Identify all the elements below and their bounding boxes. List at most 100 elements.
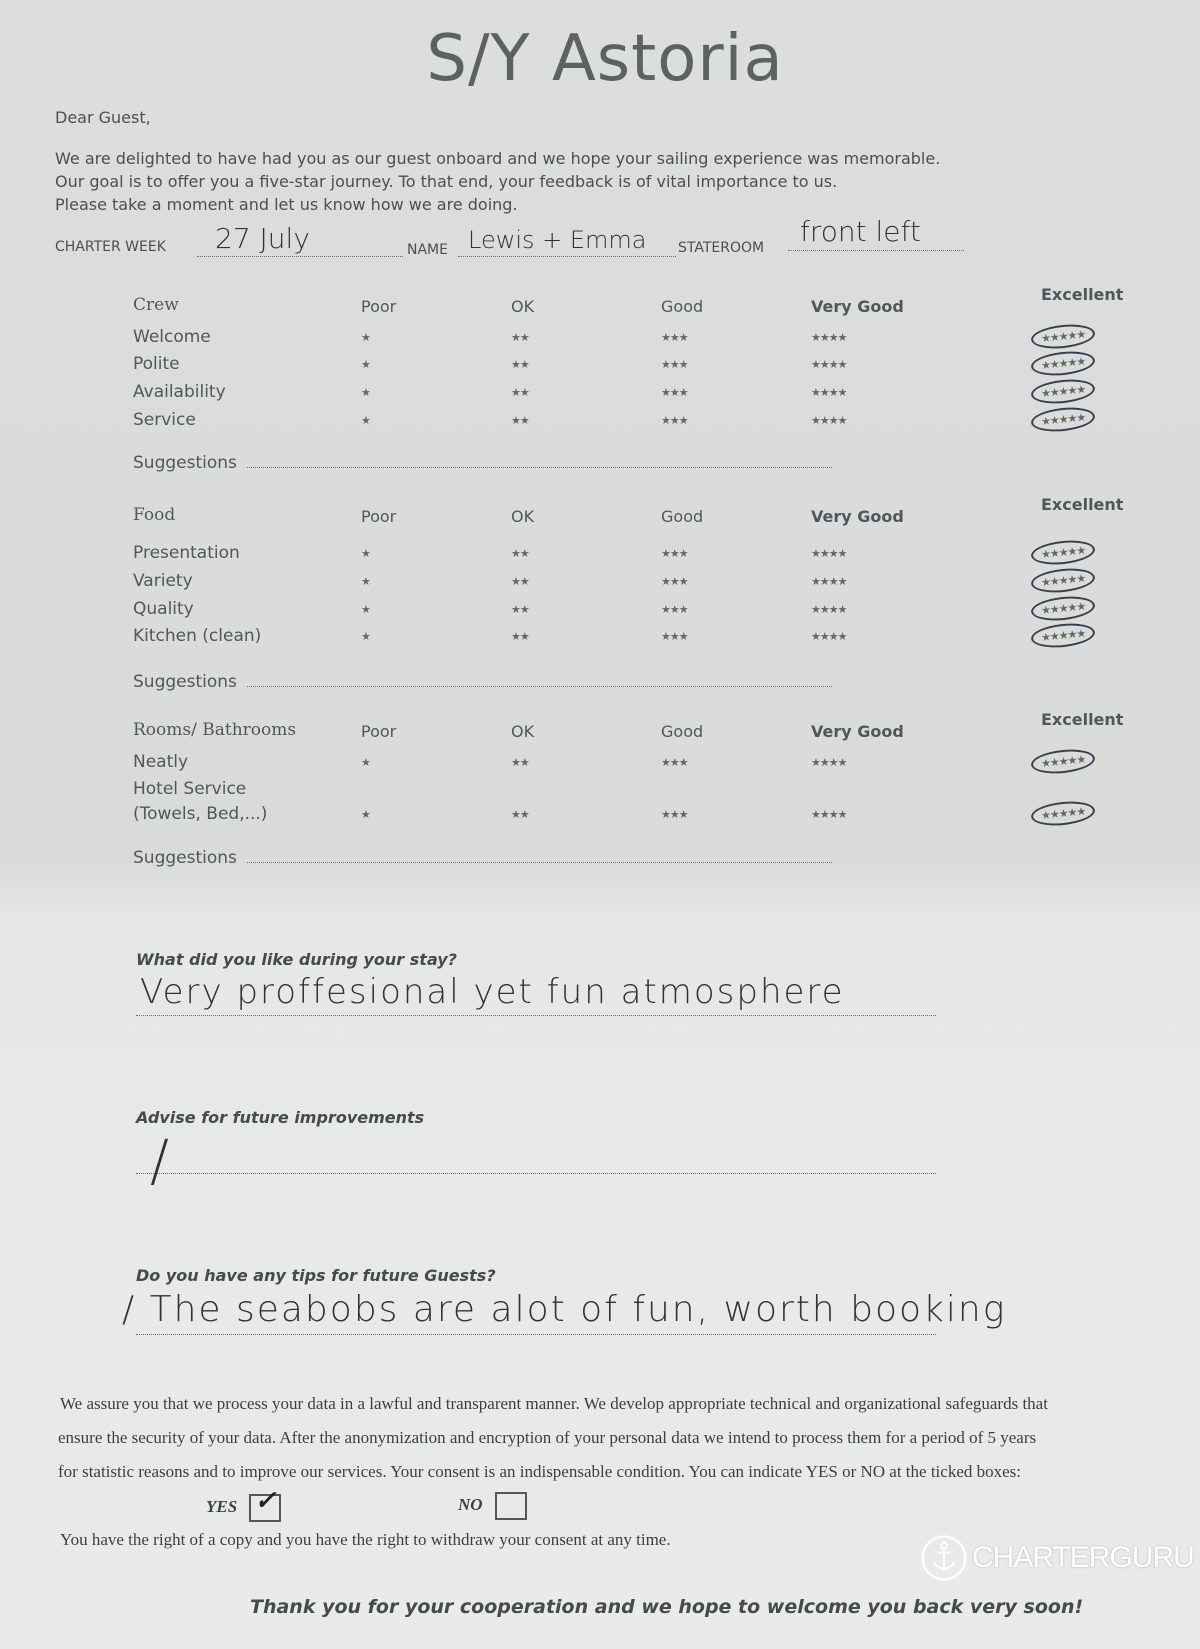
no-label: NO: [458, 1494, 483, 1514]
rating-option[interactable]: ★★★: [661, 415, 689, 427]
stateroom-label: STATEROOM: [678, 240, 765, 256]
rating-option[interactable]: ★★★★: [811, 332, 847, 344]
rating-option-selected[interactable]: ★★★★★: [1029, 620, 1097, 651]
rating-option-selected[interactable]: ★★★★★: [1029, 746, 1097, 777]
rating-option[interactable]: ★★★★: [811, 576, 847, 588]
column-header-poor: Poor: [361, 722, 397, 741]
rating-option[interactable]: ★★: [511, 387, 530, 399]
rating-option[interactable]: ★: [361, 631, 371, 643]
rating-option[interactable]: ★★★: [661, 548, 689, 560]
rating-option[interactable]: ★: [361, 757, 371, 769]
column-header-very-good: Very Good: [811, 722, 904, 741]
rating-option[interactable]: ★★★: [661, 809, 689, 821]
rating-option[interactable]: ★: [361, 548, 371, 560]
consent-yes[interactable]: YES ✓: [206, 1486, 282, 1522]
consent-no[interactable]: NO: [458, 1492, 527, 1520]
charter-week-line: [197, 256, 403, 257]
answer-line: [136, 1173, 936, 1174]
yes-checkbox[interactable]: ✓: [249, 1486, 282, 1522]
suggestions-field[interactable]: [247, 862, 832, 863]
rating-item-label: (Towels, Bed,...): [133, 804, 268, 824]
rating-item-label: Service: [133, 410, 196, 430]
name-line: [458, 256, 676, 257]
rating-option-selected[interactable]: ★★★★★: [1029, 565, 1097, 596]
name-value[interactable]: Lewis + Emma: [468, 226, 647, 254]
column-header-ok: OK: [511, 722, 535, 741]
rating-option[interactable]: ★★: [511, 576, 530, 588]
rating-option[interactable]: ★: [361, 332, 371, 344]
column-header-very-good: Very Good: [811, 297, 904, 316]
rating-option[interactable]: ★★★★: [811, 809, 847, 821]
answer-text[interactable]: Very proffesional yet fun atmosphere: [140, 972, 845, 1012]
rating-option-selected[interactable]: ★★★★★: [1029, 593, 1097, 624]
rating-item-label: Neatly: [133, 752, 189, 772]
rating-option[interactable]: ★★: [511, 548, 530, 560]
rating-option[interactable]: ★★★: [661, 576, 689, 588]
closing-text: Thank you for your cooperation and we ho…: [250, 1596, 1084, 1618]
rating-option[interactable]: ★: [361, 576, 371, 588]
rating-option[interactable]: ★★: [511, 415, 530, 427]
answer-line: [136, 1015, 936, 1016]
rating-option-selected[interactable]: ★★★★★: [1029, 798, 1097, 829]
rating-item-label: Kitchen (clean): [133, 626, 262, 646]
rating-option[interactable]: ★★: [511, 631, 530, 643]
rating-option[interactable]: ★★★: [661, 359, 689, 371]
rating-option-selected[interactable]: ★★★★★: [1029, 376, 1097, 407]
column-header-good: Good: [661, 297, 704, 316]
rating-option[interactable]: ★★★: [661, 604, 689, 616]
rating-option[interactable]: ★★★★: [811, 359, 847, 371]
stateroom-line: [788, 250, 964, 251]
privacy-line: ensure the security of your data. After …: [58, 1428, 1037, 1447]
stateroom-value[interactable]: front left: [800, 215, 921, 248]
no-checkbox[interactable]: [494, 1492, 527, 1520]
rating-option[interactable]: ★: [361, 415, 371, 427]
answer-text[interactable]: / The seabobs are alot of fun, worth boo…: [122, 1289, 1007, 1330]
rating-option[interactable]: ★★★: [661, 631, 689, 643]
column-header-excellent: Excellent: [1041, 285, 1124, 304]
rating-option[interactable]: ★★: [511, 359, 530, 371]
rating-option[interactable]: ★: [361, 809, 371, 821]
rating-option[interactable]: ★★: [511, 604, 530, 616]
rating-option[interactable]: ★★: [511, 757, 530, 769]
column-header-excellent: Excellent: [1041, 495, 1124, 514]
rating-item-label: Presentation: [133, 543, 240, 563]
rating-option-selected[interactable]: ★★★★★: [1029, 537, 1097, 568]
answer-text[interactable]: /: [150, 1129, 171, 1194]
rating-option[interactable]: ★★★★: [811, 548, 847, 560]
column-header-ok: OK: [511, 507, 535, 526]
column-header-ok: OK: [511, 297, 535, 316]
rating-option[interactable]: ★: [361, 604, 371, 616]
charter-week-label: CHARTER WEEK: [55, 239, 166, 255]
section-heading: Food: [133, 505, 176, 525]
rating-option[interactable]: ★★: [511, 332, 530, 344]
rating-option[interactable]: ★★★★: [811, 415, 847, 427]
rating-option[interactable]: ★★★: [661, 332, 689, 344]
watermark-text: CHARTERGURU: [972, 1541, 1195, 1574]
rating-option[interactable]: ★★★★: [811, 631, 847, 643]
rating-option-selected[interactable]: ★★★★★: [1029, 348, 1097, 379]
rating-option[interactable]: ★★★: [661, 387, 689, 399]
suggestions-label: Suggestions: [133, 672, 237, 692]
rights-text: You have the right of a copy and you hav…: [60, 1530, 671, 1549]
intro-line: Please take a moment and let us know how…: [55, 195, 518, 214]
rating-option[interactable]: ★: [361, 359, 371, 371]
rating-option[interactable]: ★: [361, 387, 371, 399]
rating-option[interactable]: ★★★★: [811, 387, 847, 399]
rating-option[interactable]: ★★★: [661, 757, 689, 769]
rating-item-label: Variety: [133, 571, 193, 591]
question-label: Do you have any tips for future Guests?: [136, 1266, 496, 1285]
suggestions-field[interactable]: [247, 467, 832, 468]
column-header-poor: Poor: [361, 507, 397, 526]
yacht-title: S/Y Astoria: [426, 22, 784, 96]
rating-option-selected[interactable]: ★★★★★: [1029, 404, 1097, 435]
column-header-good: Good: [661, 722, 704, 741]
suggestions-field[interactable]: [247, 686, 832, 687]
rating-option[interactable]: ★★★★: [811, 757, 847, 769]
rating-option-selected[interactable]: ★★★★★: [1029, 321, 1097, 352]
rating-option[interactable]: ★★★★: [811, 604, 847, 616]
charter-week-value[interactable]: 27 July: [215, 222, 310, 255]
rating-item-label: Availability: [133, 382, 226, 402]
watermark: CHARTERGURU: [920, 1534, 1195, 1582]
rating-option[interactable]: ★★: [511, 809, 530, 821]
question-label: Advise for future improvements: [136, 1108, 425, 1127]
